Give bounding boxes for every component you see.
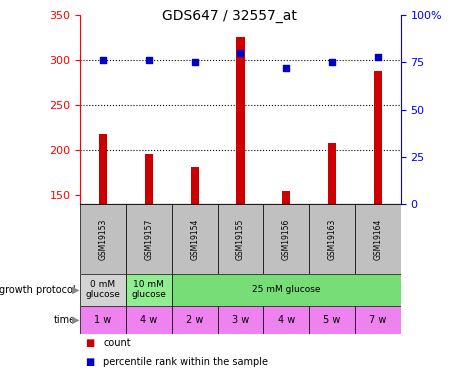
Text: ▶: ▶ <box>72 285 80 295</box>
Text: 10 mM
glucose: 10 mM glucose <box>131 280 166 299</box>
Text: percentile rank within the sample: percentile rank within the sample <box>103 357 268 367</box>
FancyBboxPatch shape <box>263 306 309 334</box>
Text: 4 w: 4 w <box>140 315 158 325</box>
Text: GSM19156: GSM19156 <box>282 218 291 260</box>
Text: 4 w: 4 w <box>278 315 295 325</box>
Bar <box>99 134 107 204</box>
Text: GSM19153: GSM19153 <box>98 218 108 260</box>
FancyBboxPatch shape <box>309 204 355 274</box>
Text: count: count <box>103 338 131 348</box>
FancyBboxPatch shape <box>309 306 355 334</box>
Text: 2 w: 2 w <box>186 315 203 325</box>
FancyBboxPatch shape <box>80 204 126 274</box>
Bar <box>191 166 199 204</box>
Text: 5 w: 5 w <box>323 315 341 325</box>
Text: GSM19157: GSM19157 <box>144 218 153 260</box>
Bar <box>374 71 382 204</box>
Point <box>283 65 290 71</box>
FancyBboxPatch shape <box>172 274 401 306</box>
Bar <box>145 154 153 204</box>
FancyBboxPatch shape <box>355 204 401 274</box>
Text: ■: ■ <box>85 357 94 367</box>
FancyBboxPatch shape <box>355 306 401 334</box>
Point <box>99 57 107 63</box>
Bar <box>282 191 290 204</box>
Point <box>328 59 336 65</box>
FancyBboxPatch shape <box>218 306 263 334</box>
FancyBboxPatch shape <box>172 204 218 274</box>
Text: GSM19164: GSM19164 <box>373 218 382 260</box>
FancyBboxPatch shape <box>126 306 172 334</box>
Text: GDS647 / 32557_at: GDS647 / 32557_at <box>162 9 296 23</box>
FancyBboxPatch shape <box>80 306 126 334</box>
FancyBboxPatch shape <box>126 204 172 274</box>
FancyBboxPatch shape <box>80 274 126 306</box>
Bar <box>236 37 245 204</box>
Point <box>191 59 198 65</box>
Text: time: time <box>54 315 76 325</box>
Text: 25 mM glucose: 25 mM glucose <box>252 285 321 294</box>
Text: 1 w: 1 w <box>94 315 112 325</box>
Text: GSM19154: GSM19154 <box>190 218 199 260</box>
Point <box>374 54 382 60</box>
Text: 7 w: 7 w <box>369 315 387 325</box>
FancyBboxPatch shape <box>263 204 309 274</box>
Text: ■: ■ <box>85 338 94 348</box>
Text: 3 w: 3 w <box>232 315 249 325</box>
Text: growth protocol: growth protocol <box>0 285 76 295</box>
FancyBboxPatch shape <box>218 204 263 274</box>
Bar <box>328 143 336 204</box>
Text: 0 mM
glucose: 0 mM glucose <box>86 280 120 299</box>
Point <box>145 57 153 63</box>
Text: GSM19155: GSM19155 <box>236 218 245 260</box>
FancyBboxPatch shape <box>126 274 172 306</box>
Text: GSM19163: GSM19163 <box>327 218 337 260</box>
FancyBboxPatch shape <box>172 306 218 334</box>
Point <box>237 50 244 56</box>
Text: ▶: ▶ <box>72 315 80 325</box>
